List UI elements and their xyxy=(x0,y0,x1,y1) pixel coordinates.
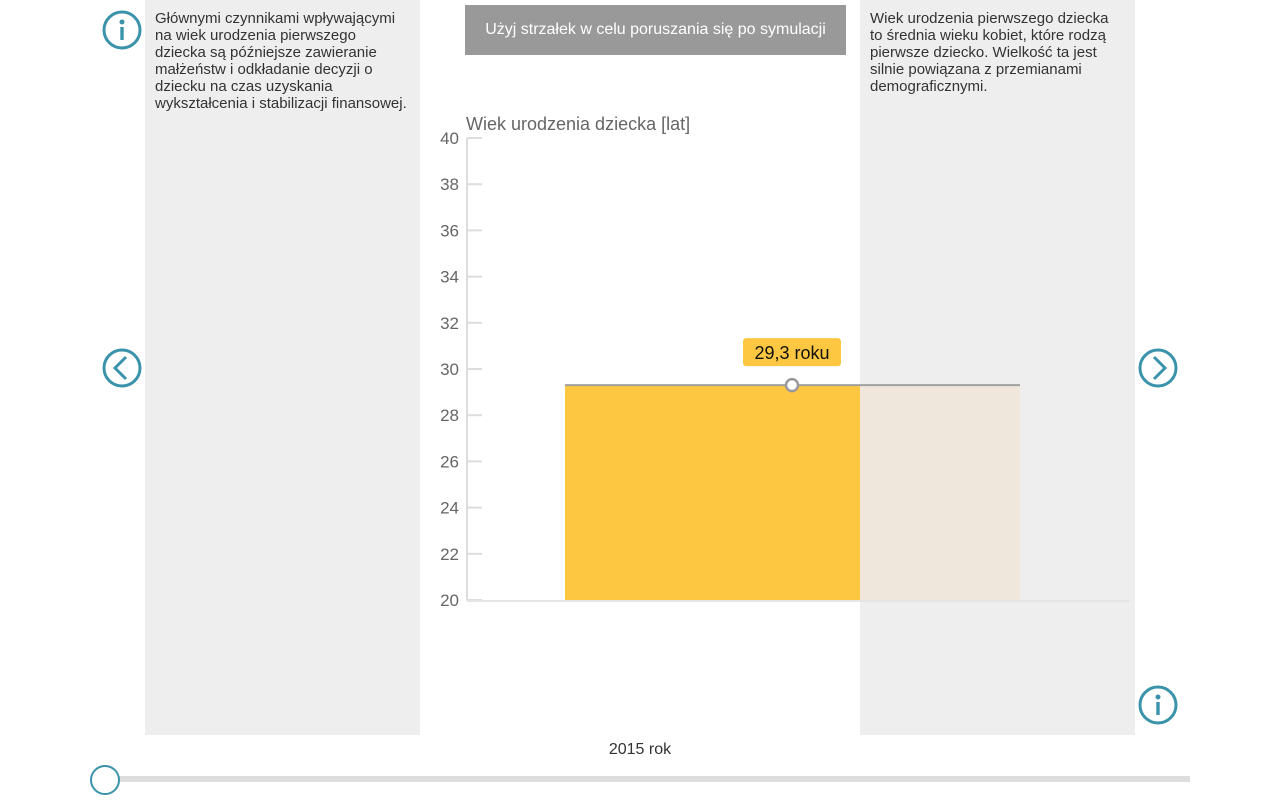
value-label-bg xyxy=(743,338,841,367)
navigation-hint: Użyj strzałek w celu poruszania się po s… xyxy=(465,5,846,55)
y-tick-label: 30 xyxy=(440,360,459,379)
prev-arrow-icon[interactable] xyxy=(102,348,142,388)
bar-2015 xyxy=(565,385,860,600)
value-label: 29,3 roku xyxy=(754,343,829,363)
timeline-slider-knob[interactable] xyxy=(90,765,120,795)
y-tick-label: 26 xyxy=(440,452,459,471)
info-icon[interactable] xyxy=(1138,685,1178,725)
year-label: 2015 rok xyxy=(608,741,672,758)
y-tick-label: 34 xyxy=(440,268,459,287)
chart-title: Wiek urodzenia dziecka [lat] xyxy=(466,114,690,134)
timeline-slider-track[interactable] xyxy=(105,776,1190,782)
left-info-text: Głównymi czynnikami wpływającymi na wiek… xyxy=(155,10,407,112)
y-tick-label: 20 xyxy=(440,591,459,610)
y-tick-label: 40 xyxy=(440,129,459,148)
y-tick-label: 32 xyxy=(440,314,459,333)
y-tick-label: 38 xyxy=(440,175,459,194)
value-handle[interactable] xyxy=(784,377,800,393)
y-tick-label: 22 xyxy=(440,545,459,564)
info-icon[interactable] xyxy=(102,10,142,50)
y-tick-label: 24 xyxy=(440,499,459,518)
y-tick-label: 28 xyxy=(440,406,459,425)
bar-chart: Wiek urodzenia dziecka [lat] 20 22 24 26 28 3… xyxy=(440,114,1130,610)
right-info-text: Wiek urodzenia pierwszego dziecka to śre… xyxy=(870,10,1109,95)
right-info-panel: Wiek urodzenia pierwszego dziecka to śre… xyxy=(860,0,1135,735)
y-tick-label: 36 xyxy=(440,221,459,240)
next-arrow-icon[interactable] xyxy=(1138,348,1178,388)
left-info-panel: Głównymi czynnikami wpływającymi na wiek… xyxy=(145,0,420,735)
